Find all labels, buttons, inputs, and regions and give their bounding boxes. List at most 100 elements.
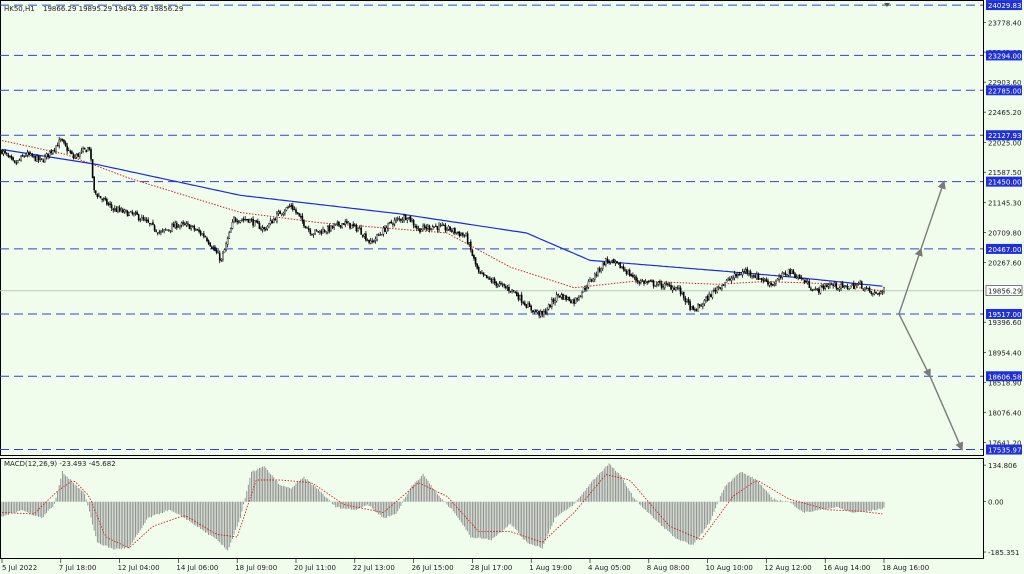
candle-body [433, 226, 436, 228]
candle-body [139, 219, 142, 221]
candle-body [64, 142, 67, 146]
candle-body [131, 212, 134, 214]
candle-body [203, 233, 205, 237]
candle-body [845, 285, 847, 287]
candle-body [244, 218, 246, 220]
candle-body [792, 270, 795, 274]
candle-body [183, 223, 186, 225]
candle-body [28, 152, 30, 156]
candle-body [729, 278, 731, 281]
candle-body [479, 272, 482, 274]
candle-body [420, 229, 423, 233]
candle-body [474, 257, 477, 265]
x-tick-label: 22 Jul 13:00 [353, 564, 395, 572]
x-tick-label: 12 Aug 12:00 [764, 564, 811, 572]
price-axis: 24029.8323778.4023342.0023294.0022903.60… [983, 0, 1023, 557]
macd-title: MACD(12,26,9) -23.493 -45.682 [4, 460, 116, 468]
candle-body [668, 284, 671, 286]
candle-body [598, 268, 601, 272]
candle-body [106, 199, 108, 205]
candle-body [628, 269, 631, 276]
candle-body [813, 289, 815, 291]
candle-body [603, 262, 606, 266]
candle-body [732, 277, 734, 279]
candle-body [762, 279, 765, 282]
candle-body [66, 145, 68, 152]
candle-body [355, 224, 358, 232]
candle-body [573, 299, 575, 304]
candle-body [644, 281, 647, 284]
candle-body [698, 304, 701, 307]
chart-header: HK50,H1 19866.29 19895.29 19843.29 19856… [4, 5, 183, 13]
candle-body [408, 217, 410, 219]
candle-body [191, 225, 194, 227]
candle-body [457, 231, 459, 234]
candle-body [563, 295, 566, 300]
candle-body [336, 222, 339, 224]
candle-body [377, 234, 380, 236]
projection-up-arrow [898, 247, 923, 315]
candle-body [544, 310, 547, 314]
y-tick-label: 20709.80 [988, 229, 1021, 237]
candle-body [368, 239, 370, 243]
candle-body [614, 261, 617, 264]
candle-body [795, 276, 798, 278]
candle-body [320, 231, 323, 234]
candle-body [530, 306, 532, 311]
candle-body [104, 197, 107, 200]
candle-body [806, 281, 809, 284]
candle-body [744, 269, 747, 272]
candle-body [422, 225, 424, 230]
candle-body [789, 269, 792, 274]
candle-body [851, 283, 854, 286]
candle-body [96, 193, 99, 197]
candle-body [832, 284, 834, 287]
candle-body [223, 249, 226, 253]
candle-body [334, 223, 337, 226]
candle-body [605, 258, 607, 265]
candle-body [414, 226, 416, 228]
projection-down-arrow [929, 375, 964, 451]
candle-body [411, 220, 413, 223]
candle-body [239, 220, 242, 223]
candle-body [7, 154, 10, 157]
candle-body [98, 195, 100, 198]
candle-body [562, 293, 564, 300]
candle-body [579, 295, 582, 297]
candle-body [361, 234, 364, 237]
candle-body [90, 149, 92, 160]
candle-body [214, 246, 216, 252]
candle-body [196, 229, 199, 231]
candle-body [155, 230, 157, 232]
candle-body [702, 303, 704, 307]
candle-body [549, 304, 552, 308]
candle-body [435, 225, 437, 227]
y-tick-label: 20267.60 [988, 260, 1021, 268]
candle-body [172, 223, 175, 228]
candle-body [290, 205, 293, 207]
candle-body [446, 229, 448, 231]
candle-body [315, 230, 318, 232]
candle-body [447, 226, 450, 230]
candle-body [385, 227, 388, 233]
x-tick-label: 5 Jul 2022 [2, 564, 37, 572]
candle-body [765, 279, 768, 282]
candle-body [222, 253, 224, 260]
candle-body [148, 222, 151, 224]
candle-body [833, 282, 836, 287]
candle-body [803, 279, 806, 283]
candle-body [883, 287, 885, 292]
candle-body [314, 229, 316, 235]
candle-body [326, 226, 329, 233]
candle-body [231, 221, 234, 229]
candle-body [800, 277, 803, 279]
candle-body [161, 230, 164, 232]
candle-body [554, 300, 556, 303]
candle-body [487, 276, 490, 279]
candle-body [689, 301, 691, 311]
candle-body [827, 284, 830, 287]
candle-body [694, 309, 696, 311]
candle-body [312, 233, 315, 236]
shift-marker-icon[interactable] [884, 3, 890, 7]
